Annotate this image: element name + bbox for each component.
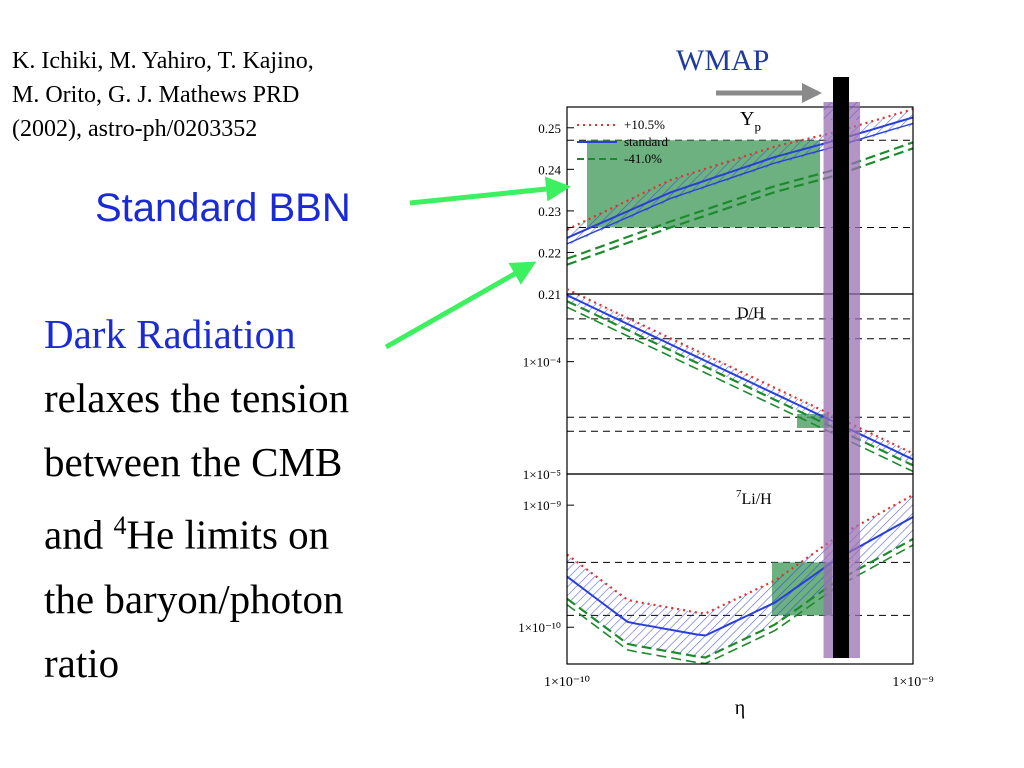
y-tick-label: 0.22 — [538, 245, 561, 260]
dark-radiation-text: Dark Radiation relaxes the tension betwe… — [44, 302, 444, 695]
citation-line: M. Orito, G. J. Mathews PRD — [12, 82, 300, 108]
panel-frame — [566, 473, 914, 665]
body-line-he: and 4He limits on — [44, 494, 444, 567]
body-line: relaxes the tension — [44, 375, 350, 421]
y-tick-label: 0.21 — [538, 287, 561, 302]
y-tick-label: 0.25 — [538, 121, 561, 136]
dark-radiation-heading: Dark Radiation — [44, 311, 296, 357]
y-tick-label: 1×10⁻⁵ — [523, 467, 561, 482]
uncertainty-band — [567, 495, 913, 658]
standard-bbn-arrow — [409, 176, 571, 206]
body-text: He limits on — [126, 511, 330, 558]
x-tick-label: 1×10⁻¹⁰ — [544, 675, 590, 690]
isotope-superscript: 4 — [113, 511, 127, 540]
panel-label: 7Li/H — [736, 488, 772, 508]
panel-label: D/H — [737, 305, 765, 322]
y-tick-label: 1×10⁻⁴ — [523, 355, 562, 370]
body-line: ratio — [44, 639, 120, 686]
curve-plus — [566, 494, 914, 615]
citation-line: K. Ichiki, M. Yahiro, T. Kajino, — [12, 48, 314, 74]
panel-label: Yp — [740, 108, 761, 134]
wmap-central-bar — [833, 77, 849, 658]
legend-entry: -41.0% — [624, 151, 662, 166]
wmap-label: WMAP — [676, 44, 770, 77]
x-axis-label: η — [735, 697, 745, 719]
standard-bbn-label: Standard BBN — [95, 186, 351, 230]
x-tick-label: 1×10⁻⁹ — [892, 675, 933, 690]
citation: K. Ichiki, M. Yahiro, T. Kajino, M. Orit… — [12, 44, 472, 146]
citation-line: (2002), astro-ph/0203352 — [12, 116, 258, 142]
curve-minus-err — [566, 306, 914, 473]
legend-entry: standard — [624, 134, 669, 149]
dark-radiation-arrow — [384, 261, 537, 350]
legend-entry: +10.5% — [624, 117, 665, 132]
y-tick-label: 0.23 — [538, 204, 561, 219]
y-tick-label: 0.24 — [538, 162, 561, 177]
y-tick-label: 1×10⁻⁹ — [523, 498, 562, 513]
body-line: the baryon/photon — [44, 575, 344, 622]
body-line: between the CMB — [44, 439, 343, 485]
y-tick-label: 1×10⁻¹⁰ — [518, 620, 561, 635]
body-text: and — [44, 511, 114, 558]
